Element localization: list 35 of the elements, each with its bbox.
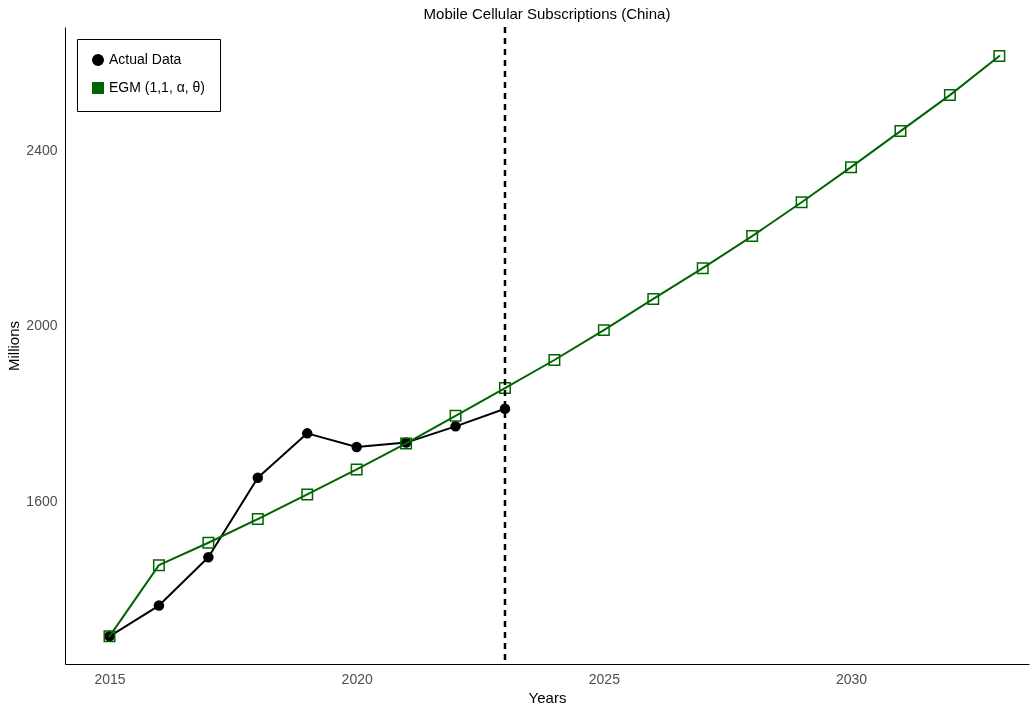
point — [746, 230, 759, 243]
point — [845, 161, 858, 174]
point — [251, 513, 264, 526]
point — [449, 409, 462, 422]
x-tick-label: 2030 — [835, 670, 868, 687]
x-axis-title: Years — [528, 688, 567, 706]
legend-label: EGM (1,1, α, θ) — [109, 79, 206, 95]
x-tick-label: 2025 — [588, 670, 621, 687]
point — [498, 382, 511, 395]
point — [202, 536, 215, 549]
point — [993, 50, 1006, 62]
point — [647, 292, 660, 305]
point — [203, 552, 214, 563]
point — [153, 600, 165, 611]
point — [795, 196, 808, 209]
point — [548, 354, 561, 366]
y-tick-label: 2000 — [26, 317, 58, 334]
x-tick-label: 2020 — [341, 670, 373, 687]
point — [696, 262, 709, 275]
point — [301, 488, 314, 501]
point — [152, 559, 165, 572]
x-tick-label: 2015 — [94, 670, 126, 687]
point — [450, 421, 461, 432]
y-tick-label: 2400 — [26, 141, 58, 158]
point — [597, 324, 610, 337]
chart-title: Mobile Cellular Subscriptions (China) — [423, 4, 671, 22]
point — [252, 472, 264, 483]
point — [943, 89, 956, 102]
point — [350, 463, 363, 476]
y-axis-title: Millions — [5, 320, 23, 372]
point — [351, 441, 362, 453]
y-tick-label: 1600 — [26, 492, 58, 509]
legend-label: Actual Data — [109, 51, 182, 67]
point — [894, 125, 907, 138]
point — [301, 428, 313, 439]
